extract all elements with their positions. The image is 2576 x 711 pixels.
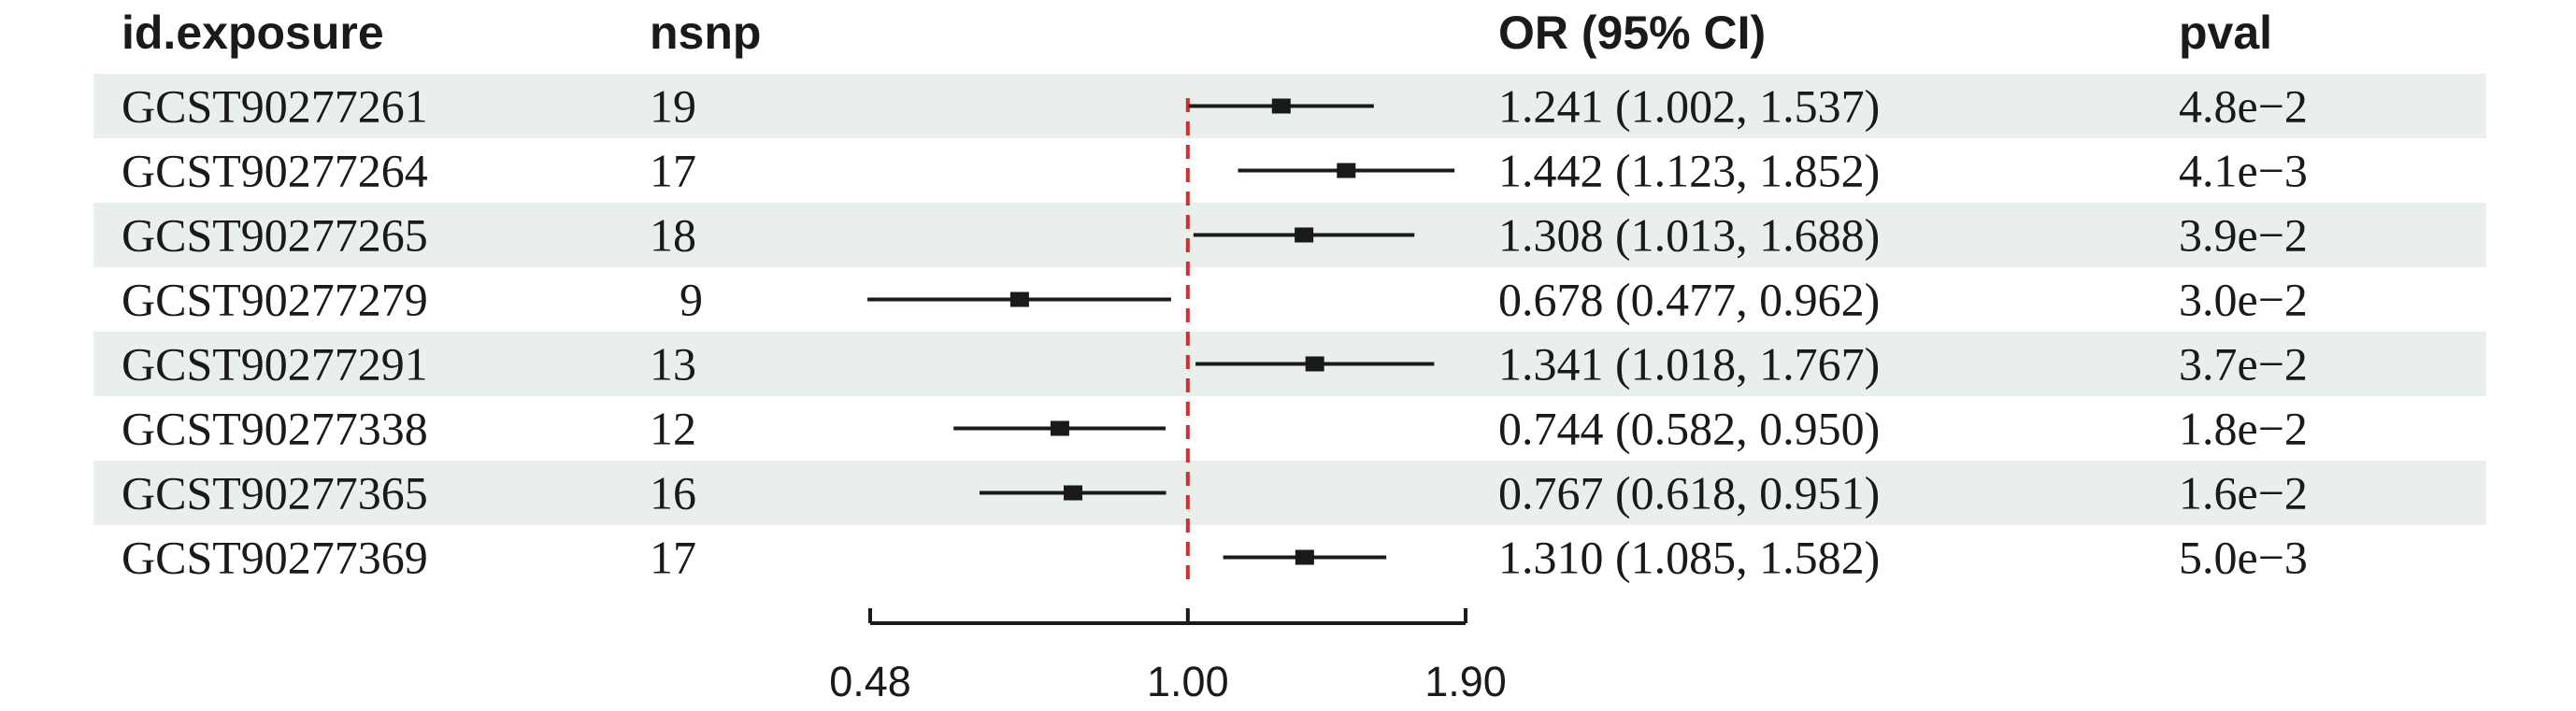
estimate-marks	[867, 98, 1455, 565]
cell-nsnp: 19	[650, 80, 696, 133]
cell-nsnp: 13	[650, 338, 696, 391]
point-estimate	[1064, 485, 1083, 501]
cell-pval: 3.9e−2	[2179, 209, 2308, 262]
cell-or-ci: 0.744 (0.582, 0.950)	[1498, 403, 1880, 455]
header-id-exposure: id.exposure	[122, 7, 384, 59]
cell-nsnp: 12	[650, 403, 696, 455]
cell-pval: 4.1e−3	[2179, 145, 2308, 197]
row-stripes	[93, 74, 2486, 525]
cell-or-ci: 1.241 (1.002, 1.537)	[1498, 80, 1880, 133]
cell-nsnp: 17	[650, 145, 696, 197]
cell-pval: 1.8e−2	[2179, 403, 2308, 455]
data-rows: GCST90277261 19 1.241 (1.002, 1.537) 4.8e−2…	[122, 80, 2308, 584]
x-axis: 0.48 1.00 1.90	[829, 608, 1507, 705]
cell-pval: 5.0e−3	[2179, 532, 2308, 584]
point-estimate	[1009, 292, 1029, 307]
cell-or-ci: 1.310 (1.085, 1.582)	[1498, 532, 1880, 584]
cell-nsnp: 9	[680, 274, 703, 326]
cell-nsnp: 17	[650, 532, 696, 584]
cell-id-exposure: GCST90277279	[122, 274, 428, 326]
cell-id-exposure: GCST90277369	[122, 532, 428, 584]
point-estimate	[1050, 420, 1069, 436]
point-estimate	[1337, 163, 1356, 178]
point-estimate	[1295, 549, 1314, 565]
cell-pval: 4.8e−2	[2179, 80, 2308, 133]
cell-id-exposure: GCST90277264	[122, 145, 428, 197]
header-pval: pval	[2179, 7, 2272, 59]
column-headers: id.exposure nsnp OR (95% CI) pval	[122, 7, 2272, 59]
x-tick-label: 1.00	[1147, 658, 1229, 705]
point-estimate	[1305, 356, 1324, 372]
cell-nsnp: 18	[650, 209, 696, 262]
cell-id-exposure: GCST90277338	[122, 403, 428, 455]
cell-id-exposure: GCST90277261	[122, 80, 428, 133]
cell-id-exposure: GCST90277365	[122, 467, 428, 519]
cell-id-exposure: GCST90277265	[122, 209, 428, 262]
x-tick-label: 0.48	[829, 658, 911, 705]
cell-pval: 3.7e−2	[2179, 338, 2308, 391]
cell-or-ci: 1.442 (1.123, 1.852)	[1498, 145, 1880, 197]
header-or-ci: OR (95% CI)	[1498, 7, 1766, 59]
x-tick-label: 1.90	[1424, 658, 1507, 705]
point-estimate	[1295, 227, 1314, 243]
row-stripe	[93, 461, 2486, 525]
cell-or-ci: 1.308 (1.013, 1.688)	[1498, 209, 1880, 262]
cell-pval: 1.6e−2	[2179, 467, 2308, 519]
header-nsnp: nsnp	[650, 7, 761, 59]
cell-id-exposure: GCST90277291	[122, 338, 428, 391]
cell-or-ci: 0.678 (0.477, 0.962)	[1498, 274, 1880, 326]
cell-or-ci: 1.341 (1.018, 1.767)	[1498, 338, 1880, 391]
point-estimate	[1271, 98, 1291, 114]
cell-or-ci: 0.767 (0.618, 0.951)	[1498, 467, 1880, 519]
cell-pval: 3.0e−2	[2179, 274, 2308, 326]
cell-nsnp: 16	[650, 467, 696, 519]
